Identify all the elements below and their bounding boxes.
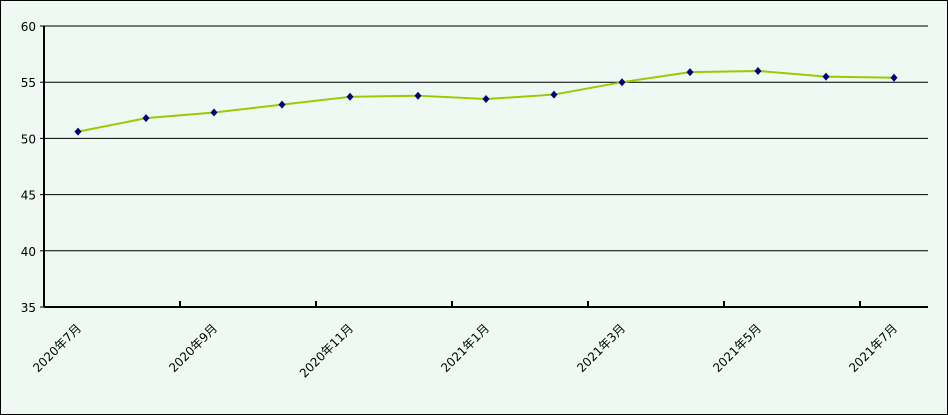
- data-point: [686, 68, 694, 77]
- y-tick-label: 55: [21, 76, 36, 90]
- data-point: [822, 72, 830, 81]
- data-point: [346, 92, 354, 101]
- data-point: [890, 73, 898, 82]
- y-tick-label: 45: [21, 189, 36, 203]
- data-point: [618, 78, 626, 87]
- y-tick-label: 35: [21, 301, 36, 315]
- y-tick-label: 50: [21, 132, 36, 146]
- data-point: [142, 114, 150, 123]
- data-point: [210, 108, 218, 117]
- y-tick-label: 40: [21, 245, 36, 259]
- data-point: [482, 95, 490, 104]
- data-point: [278, 100, 286, 109]
- data-point: [414, 91, 422, 100]
- y-tick-label: 60: [21, 20, 36, 34]
- data-point: [550, 90, 558, 99]
- data-point: [754, 66, 762, 75]
- data-point: [74, 127, 82, 136]
